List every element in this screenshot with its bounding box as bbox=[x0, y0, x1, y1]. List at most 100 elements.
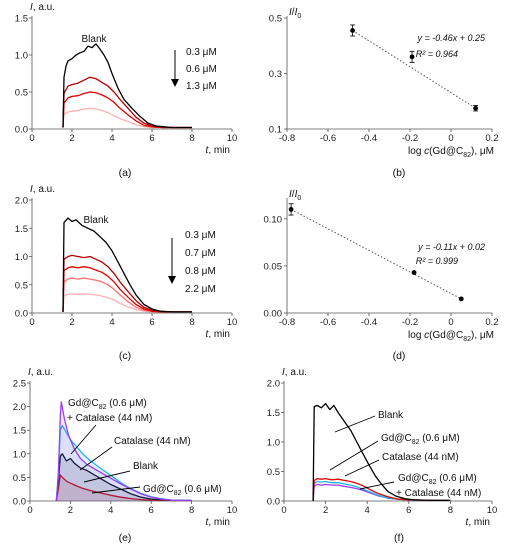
series-line bbox=[312, 402, 451, 502]
panel-f: 0 2 4 6 8 10 0.0 0.5 1.0 1.5 2.0I, a.u. t, min Blank… bbox=[267, 367, 498, 544]
series-area bbox=[56, 475, 192, 501]
x-tick-label: 8 bbox=[189, 505, 194, 516]
x-tick-label: -0.4 bbox=[361, 133, 377, 144]
leader-line bbox=[91, 486, 141, 494]
text-part: , a.u. bbox=[33, 184, 55, 195]
y-tick-label: 1.5 bbox=[15, 224, 28, 235]
annotation-blank: Blank bbox=[83, 215, 109, 226]
x-tick-label: 6 bbox=[406, 505, 411, 516]
panel-label: (d) bbox=[393, 350, 406, 362]
text-part: (0.6 μM) bbox=[107, 398, 147, 409]
annotation-conc: 0.7 μM bbox=[185, 248, 216, 259]
series-area bbox=[56, 453, 192, 501]
panel-d: -0.8 -0.6 -0.4 -0.2 0 0.20.000.050.10I/I0log … bbox=[264, 189, 499, 362]
annotation-gd: Gd@C82 (0.6 μM) bbox=[143, 484, 222, 497]
fit-r2: R² = 0.999 bbox=[416, 256, 458, 266]
x-tick-label: 2 bbox=[69, 317, 74, 328]
series-line bbox=[62, 266, 192, 313]
fit-equation: y = -0.46x + 0.25 bbox=[416, 33, 486, 43]
leader-line bbox=[329, 440, 379, 471]
y-tick-label: 2.5 bbox=[13, 379, 26, 390]
text-part: (Gd@C bbox=[429, 330, 463, 341]
y-tick-label: 2.0 bbox=[13, 402, 26, 413]
x-tick-label: 10 bbox=[227, 505, 238, 516]
data-point bbox=[288, 207, 294, 212]
y-axis-title: I, a.u. bbox=[30, 184, 55, 195]
text-part: I bbox=[30, 184, 33, 195]
data-point bbox=[350, 28, 355, 33]
text-part: , a.u. bbox=[285, 367, 307, 378]
text-part: , min bbox=[208, 145, 230, 156]
x-tick-label: -0.6 bbox=[320, 133, 336, 144]
text-part: 0 bbox=[297, 195, 301, 202]
x-tick-label: 2 bbox=[323, 505, 328, 516]
text-part: I bbox=[282, 367, 285, 378]
series-line bbox=[312, 477, 451, 502]
series-line bbox=[55, 453, 192, 502]
x-tick-label: 0.2 bbox=[485, 133, 498, 144]
x-axis-title: t, min bbox=[206, 517, 230, 528]
annotation-gd: Gd@C82 (0.6 μM) bbox=[381, 433, 460, 446]
series-line bbox=[62, 107, 192, 129]
text-part: 0 bbox=[297, 13, 301, 20]
x-tick-label: 0 bbox=[27, 505, 32, 516]
y-tick-label: 0.3 bbox=[269, 69, 282, 80]
y-tick-label: 0.0 bbox=[15, 309, 28, 320]
annotation-catalase-part: + Catalase (44 nM) bbox=[67, 413, 152, 424]
text-part: (0.6 μM) bbox=[182, 484, 222, 495]
text-part: I bbox=[28, 367, 31, 378]
y-tick-label: 0.5 bbox=[267, 467, 280, 478]
x-tick-label: 0 bbox=[29, 133, 34, 144]
y-tick-label: 1.0 bbox=[13, 449, 26, 460]
fit-line bbox=[290, 208, 462, 300]
panel-label: (e) bbox=[119, 532, 132, 544]
x-tick-label: 0 bbox=[281, 505, 286, 516]
text-part: (Gd@C bbox=[429, 146, 463, 157]
annotation-conc: 2.2 μM bbox=[185, 284, 216, 295]
text-part: , min bbox=[208, 517, 230, 528]
annotation-catalase-part: + Catalase (44 nM) bbox=[396, 488, 481, 499]
y-tick-label: 1.0 bbox=[15, 252, 28, 263]
annotation-gd-catalase: Gd@C82 (0.6 μM) bbox=[398, 473, 477, 486]
y-axis-title: I, a.u. bbox=[282, 367, 307, 378]
series-line bbox=[62, 43, 192, 129]
text-part: 82 bbox=[463, 336, 471, 343]
fit-equation: y = -0.11x + 0.02 bbox=[417, 242, 485, 252]
y-tick-label: 0.5 bbox=[15, 88, 28, 99]
x-tick-label: 10 bbox=[227, 317, 238, 328]
y-tick-label: 1.0 bbox=[267, 438, 280, 449]
x-axis-title: t, min bbox=[206, 329, 230, 340]
leader-line bbox=[359, 481, 395, 490]
annotation-conc: 1.3 μM bbox=[186, 81, 217, 92]
x-tick-label: -0.8 bbox=[279, 317, 295, 328]
y-tick-label: 0.5 bbox=[269, 14, 282, 25]
y-tick-label: 2.0 bbox=[267, 379, 280, 390]
x-tick-label: 4 bbox=[108, 505, 113, 516]
y-tick-label: 0.05 bbox=[264, 261, 283, 272]
y-tick-label: 2.0 bbox=[15, 196, 28, 207]
x-tick-label: 0.2 bbox=[485, 317, 498, 328]
y-axis-title: I, a.u. bbox=[28, 367, 53, 378]
x-tick-label: 6 bbox=[149, 133, 154, 144]
y-tick-label: 0.0 bbox=[267, 497, 280, 508]
x-tick-label: 6 bbox=[149, 317, 154, 328]
annotation-catalase: Catalase (44 nM) bbox=[114, 436, 191, 447]
text-part: , min bbox=[208, 329, 230, 340]
text-part: log bbox=[408, 330, 424, 341]
annotation-blank: Blank bbox=[378, 410, 404, 421]
leader-line bbox=[70, 424, 97, 455]
panel-label: (b) bbox=[393, 167, 406, 179]
x-tick-label: -0.2 bbox=[402, 317, 418, 328]
text-part: , min bbox=[468, 517, 490, 528]
text-part: c bbox=[424, 330, 429, 341]
series-area bbox=[56, 401, 192, 501]
data-point bbox=[458, 296, 464, 302]
text-part: ), μM bbox=[471, 330, 494, 341]
panel-label: (c) bbox=[119, 350, 131, 362]
text-part: 82 bbox=[412, 439, 420, 446]
text-part: (0.6 μM) bbox=[420, 433, 460, 444]
text-part: I bbox=[30, 2, 33, 13]
text-part: Gd@C bbox=[381, 433, 412, 444]
x-axis-title: t, min bbox=[206, 145, 230, 156]
